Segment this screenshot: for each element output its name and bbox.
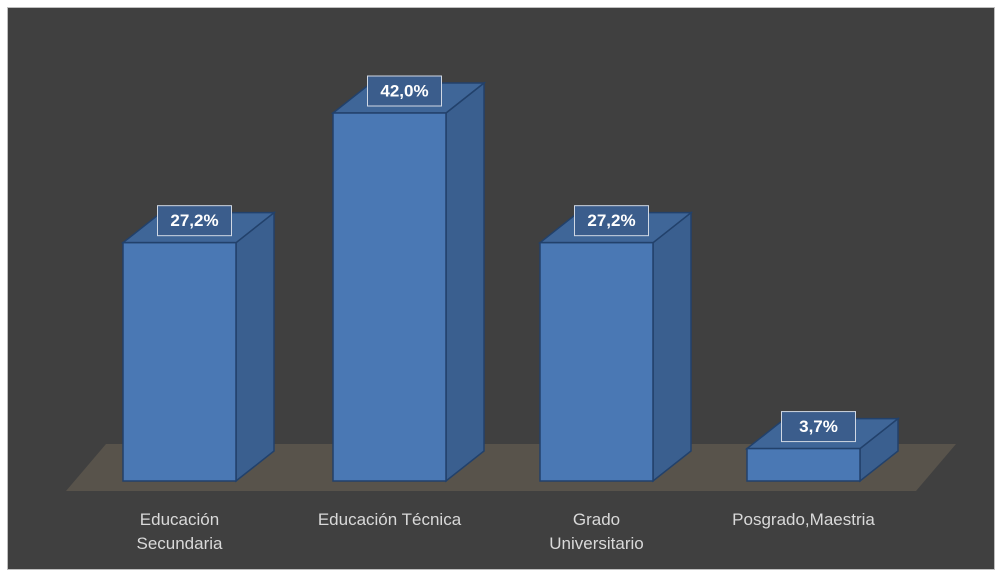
- bar: [539, 241, 654, 482]
- bar-side: [235, 211, 275, 483]
- chart: 27,2% 42,0% 27,2% 3,7% Educación Secundaria…: [7, 7, 995, 570]
- value-label-box: [574, 205, 649, 237]
- value-label: 3,7%: [799, 417, 838, 436]
- value-label-box: [781, 411, 856, 443]
- bar: [122, 241, 237, 482]
- x-tick-label: Educación Secundaria: [136, 510, 223, 553]
- value-label: 27,2%: [587, 211, 635, 230]
- bar: [332, 112, 447, 482]
- value-label: 42,0%: [380, 81, 428, 100]
- x-tick-label: Grado Universitario: [549, 510, 644, 553]
- value-label-box: [367, 75, 442, 107]
- floor: [66, 444, 956, 491]
- x-tick-label: Posgrado,Maestria: [732, 510, 875, 529]
- plot: 27,2% 42,0% 27,2% 3,7%: [66, 75, 956, 491]
- x-tick-label: Educación Técnica: [317, 510, 462, 529]
- bar-side: [445, 81, 485, 483]
- bar: [746, 447, 861, 482]
- value-label-box: [157, 205, 232, 237]
- bar-side: [652, 211, 692, 483]
- value-label: 27,2%: [170, 211, 218, 230]
